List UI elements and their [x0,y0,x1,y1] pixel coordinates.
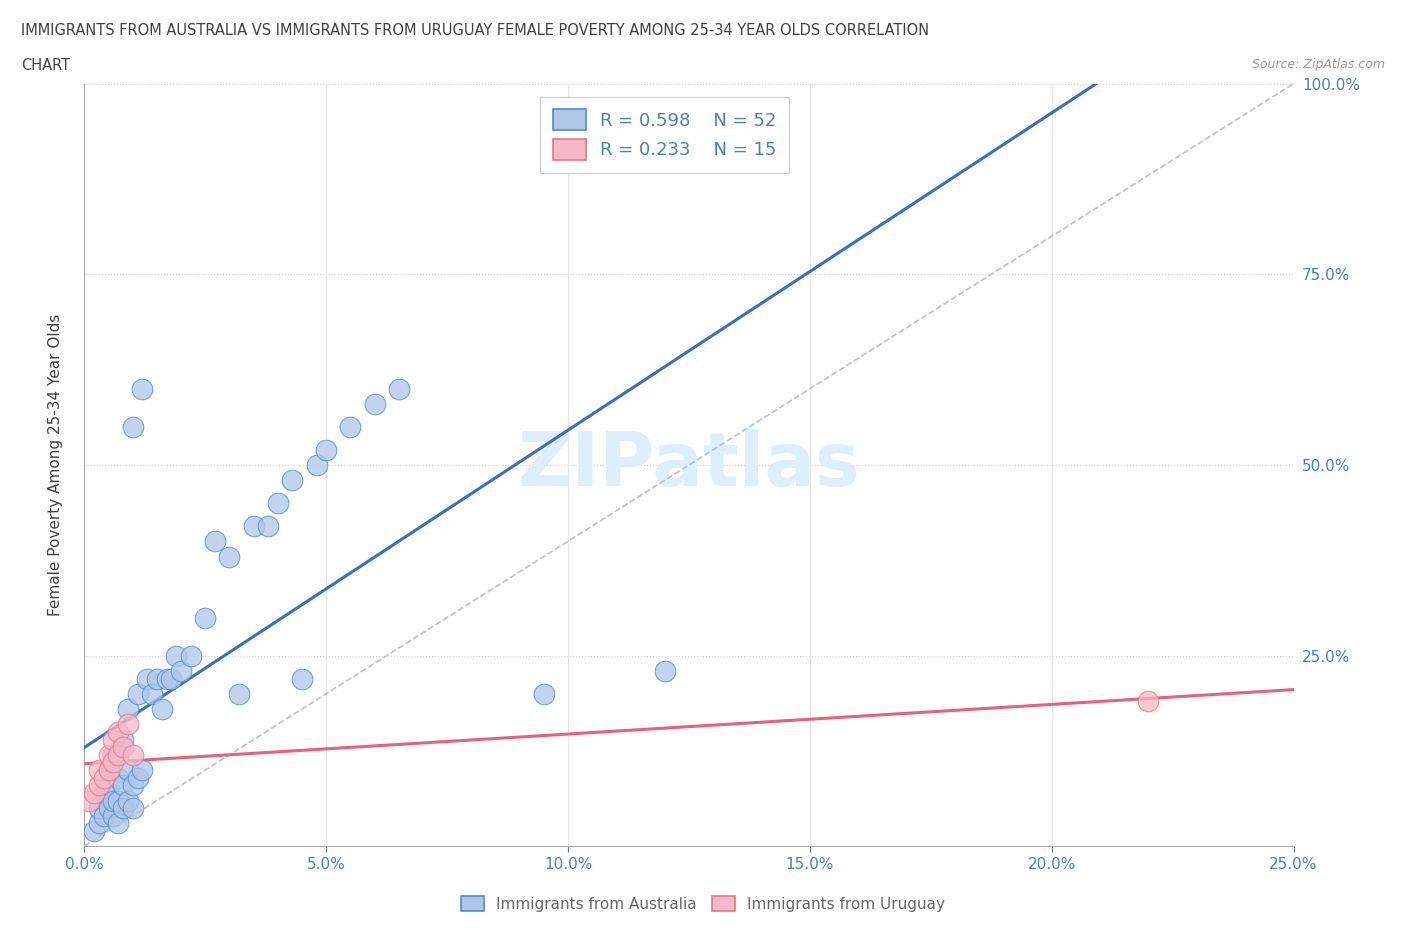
Point [97,777,120,792]
Point [281,472,304,487]
Point [127,686,149,701]
Point [654,663,676,678]
Point [103,732,125,747]
Point [87,763,110,777]
Point [107,724,129,739]
Point [93,786,115,801]
Point [107,816,129,830]
Point [121,801,143,816]
Point [339,419,361,434]
Point [112,732,135,747]
Point [1137,694,1160,709]
Point [117,701,139,716]
Point [141,686,163,701]
Point [121,777,143,792]
Point [83,786,105,801]
Point [131,763,153,777]
Point [363,396,385,411]
Point [87,777,110,792]
Point [204,534,226,549]
Point [257,519,280,534]
Point [242,519,264,534]
Point [103,755,125,770]
Point [131,381,153,396]
Point [112,777,135,792]
Text: ZIPatlas: ZIPatlas [517,429,860,501]
Point [194,610,217,625]
Point [121,748,143,763]
Point [146,671,169,686]
Point [228,686,250,701]
Point [93,770,115,785]
Point [107,793,129,808]
Point [180,648,202,663]
Point [121,419,143,434]
Point [97,801,120,816]
Point [155,671,177,686]
Point [87,816,110,830]
Y-axis label: Female Poverty Among 25-34 Year Olds: Female Poverty Among 25-34 Year Olds [48,313,63,617]
Point [103,808,125,823]
Point [170,663,193,678]
Point [97,763,120,777]
Point [117,763,139,777]
Point [267,496,290,511]
Point [315,443,337,458]
Point [97,748,120,763]
Point [93,808,115,823]
Point [103,793,125,808]
Legend: R = 0.598    N = 52, R = 0.233    N = 15: R = 0.598 N = 52, R = 0.233 N = 15 [540,97,789,173]
Point [107,748,129,763]
Legend: Immigrants from Australia, Immigrants from Uruguay: Immigrants from Australia, Immigrants fr… [454,889,952,918]
Point [305,458,328,472]
Point [83,824,105,839]
Point [150,701,173,716]
Point [107,770,129,785]
Point [117,717,139,732]
Point [112,801,135,816]
Point [112,739,135,754]
Point [388,381,411,396]
Text: CHART: CHART [21,58,70,73]
Point [218,549,240,564]
Point [97,763,120,777]
Point [136,671,159,686]
Point [160,671,183,686]
Point [291,671,314,686]
Point [117,793,139,808]
Point [533,686,555,701]
Point [87,801,110,816]
Text: Source: ZipAtlas.com: Source: ZipAtlas.com [1251,58,1385,71]
Text: IMMIGRANTS FROM AUSTRALIA VS IMMIGRANTS FROM URUGUAY FEMALE POVERTY AMONG 25-34 : IMMIGRANTS FROM AUSTRALIA VS IMMIGRANTS … [21,23,929,38]
Point [127,770,149,785]
Point [165,648,187,663]
Point [77,793,100,808]
Point [103,748,125,763]
